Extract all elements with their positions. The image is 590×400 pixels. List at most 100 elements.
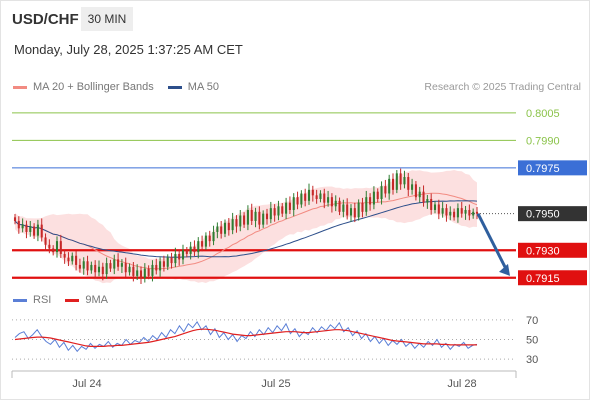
candle-body [407,177,410,190]
level-label-0.8005: 0.8005 [526,108,560,120]
candle-body [460,208,463,214]
candle-body [159,261,162,271]
candle-body [430,198,433,210]
candle-body [178,253,181,260]
candle-body [97,266,101,273]
candle-body [246,209,249,225]
candle-body [124,263,127,273]
candle-body [307,189,311,201]
candle-body [372,191,375,205]
candle-body [418,191,421,198]
level-label-0.7975: 0.7975 [526,163,560,175]
candle-body [212,231,215,242]
candle-body [327,197,330,203]
ma20-line [14,192,478,270]
ma9-legend-swatch [65,298,80,302]
candle-body [90,264,93,271]
candle-body [151,264,154,276]
candle-body [25,224,28,232]
candle-body [201,241,204,247]
candle-body [391,178,395,190]
candle-body [33,226,36,236]
candle-body [63,253,66,258]
timeframe-badge[interactable]: 30 MIN [81,7,133,31]
timestamp: Monday, July 28, 2025 1:37:25 AM CET [14,42,243,57]
x-tick-label: Jul 28 [447,378,476,390]
candle-body [353,208,356,218]
candle-body [411,184,414,190]
candle-body [300,193,303,205]
candle-body [223,222,227,234]
level-tag-0.7930 [518,242,587,258]
main-legend: MA 20 + Bollinger Bands MA 50 [13,81,219,93]
candle-body [388,178,391,194]
candle-body [395,173,398,190]
candle-body [220,226,223,234]
rsi-tick-70: 70 [526,315,538,327]
candle-body [380,186,383,199]
candle-body [120,263,123,267]
candle-body [311,189,314,196]
level-label-0.7990: 0.7990 [526,135,560,147]
level-label-0.7930: 0.7930 [526,245,560,257]
candle-body [437,204,440,214]
candle-body [315,195,318,199]
level-label-0.7950: 0.7950 [526,209,560,221]
candle-body [193,246,196,253]
candle-body [468,209,471,216]
candle-body [254,211,257,221]
candle-body [273,208,276,216]
candle-body [265,213,269,220]
candle-body [464,209,467,214]
candle-body [472,211,475,216]
ma50-legend-swatch [167,85,182,89]
candle-body [365,197,368,212]
candle-body [292,197,295,210]
candle-body [128,266,131,273]
candle-body [155,264,158,271]
candle-body [40,224,43,238]
candle-body [453,211,456,218]
candle-body [231,219,234,231]
candle-body [162,261,165,267]
candle-body [82,261,85,269]
candle-body [78,264,81,269]
x-tick-label: Jul 24 [72,378,101,390]
x-tick-label: Jul 25 [261,378,290,390]
candle-body [13,217,17,221]
candle-body [346,204,349,216]
candle-body [399,173,402,185]
candle-body [277,206,280,216]
candle-body [361,202,364,212]
level-label-0.7915: 0.7915 [526,273,560,285]
candle-body [113,259,116,269]
candle-body [376,191,379,199]
candle-body [105,263,108,275]
candle-body [36,224,39,236]
candle-body [101,266,104,275]
candle-body [338,200,341,212]
candle-body [357,202,360,218]
candle-body [139,270,143,278]
candle-body [330,197,333,207]
ma50-line [14,200,478,258]
instrument-title: USD/CHF [12,11,79,28]
rsi-ma9-line [14,328,477,347]
candle-body [117,259,120,267]
candle-body [433,204,437,210]
bollinger-band [15,170,477,284]
candle-body [319,193,322,199]
candle-body [48,244,51,249]
candle-body [426,198,429,203]
candle-body [147,268,150,276]
candle-body [21,224,24,229]
candle-body [414,184,417,198]
candle-body [166,257,169,267]
candle-body [86,261,89,271]
candle-body [475,211,479,214]
ma50-legend-label: MA 50 [187,81,219,93]
candle-body [349,208,353,216]
level-tag-0.7975 [518,160,587,176]
